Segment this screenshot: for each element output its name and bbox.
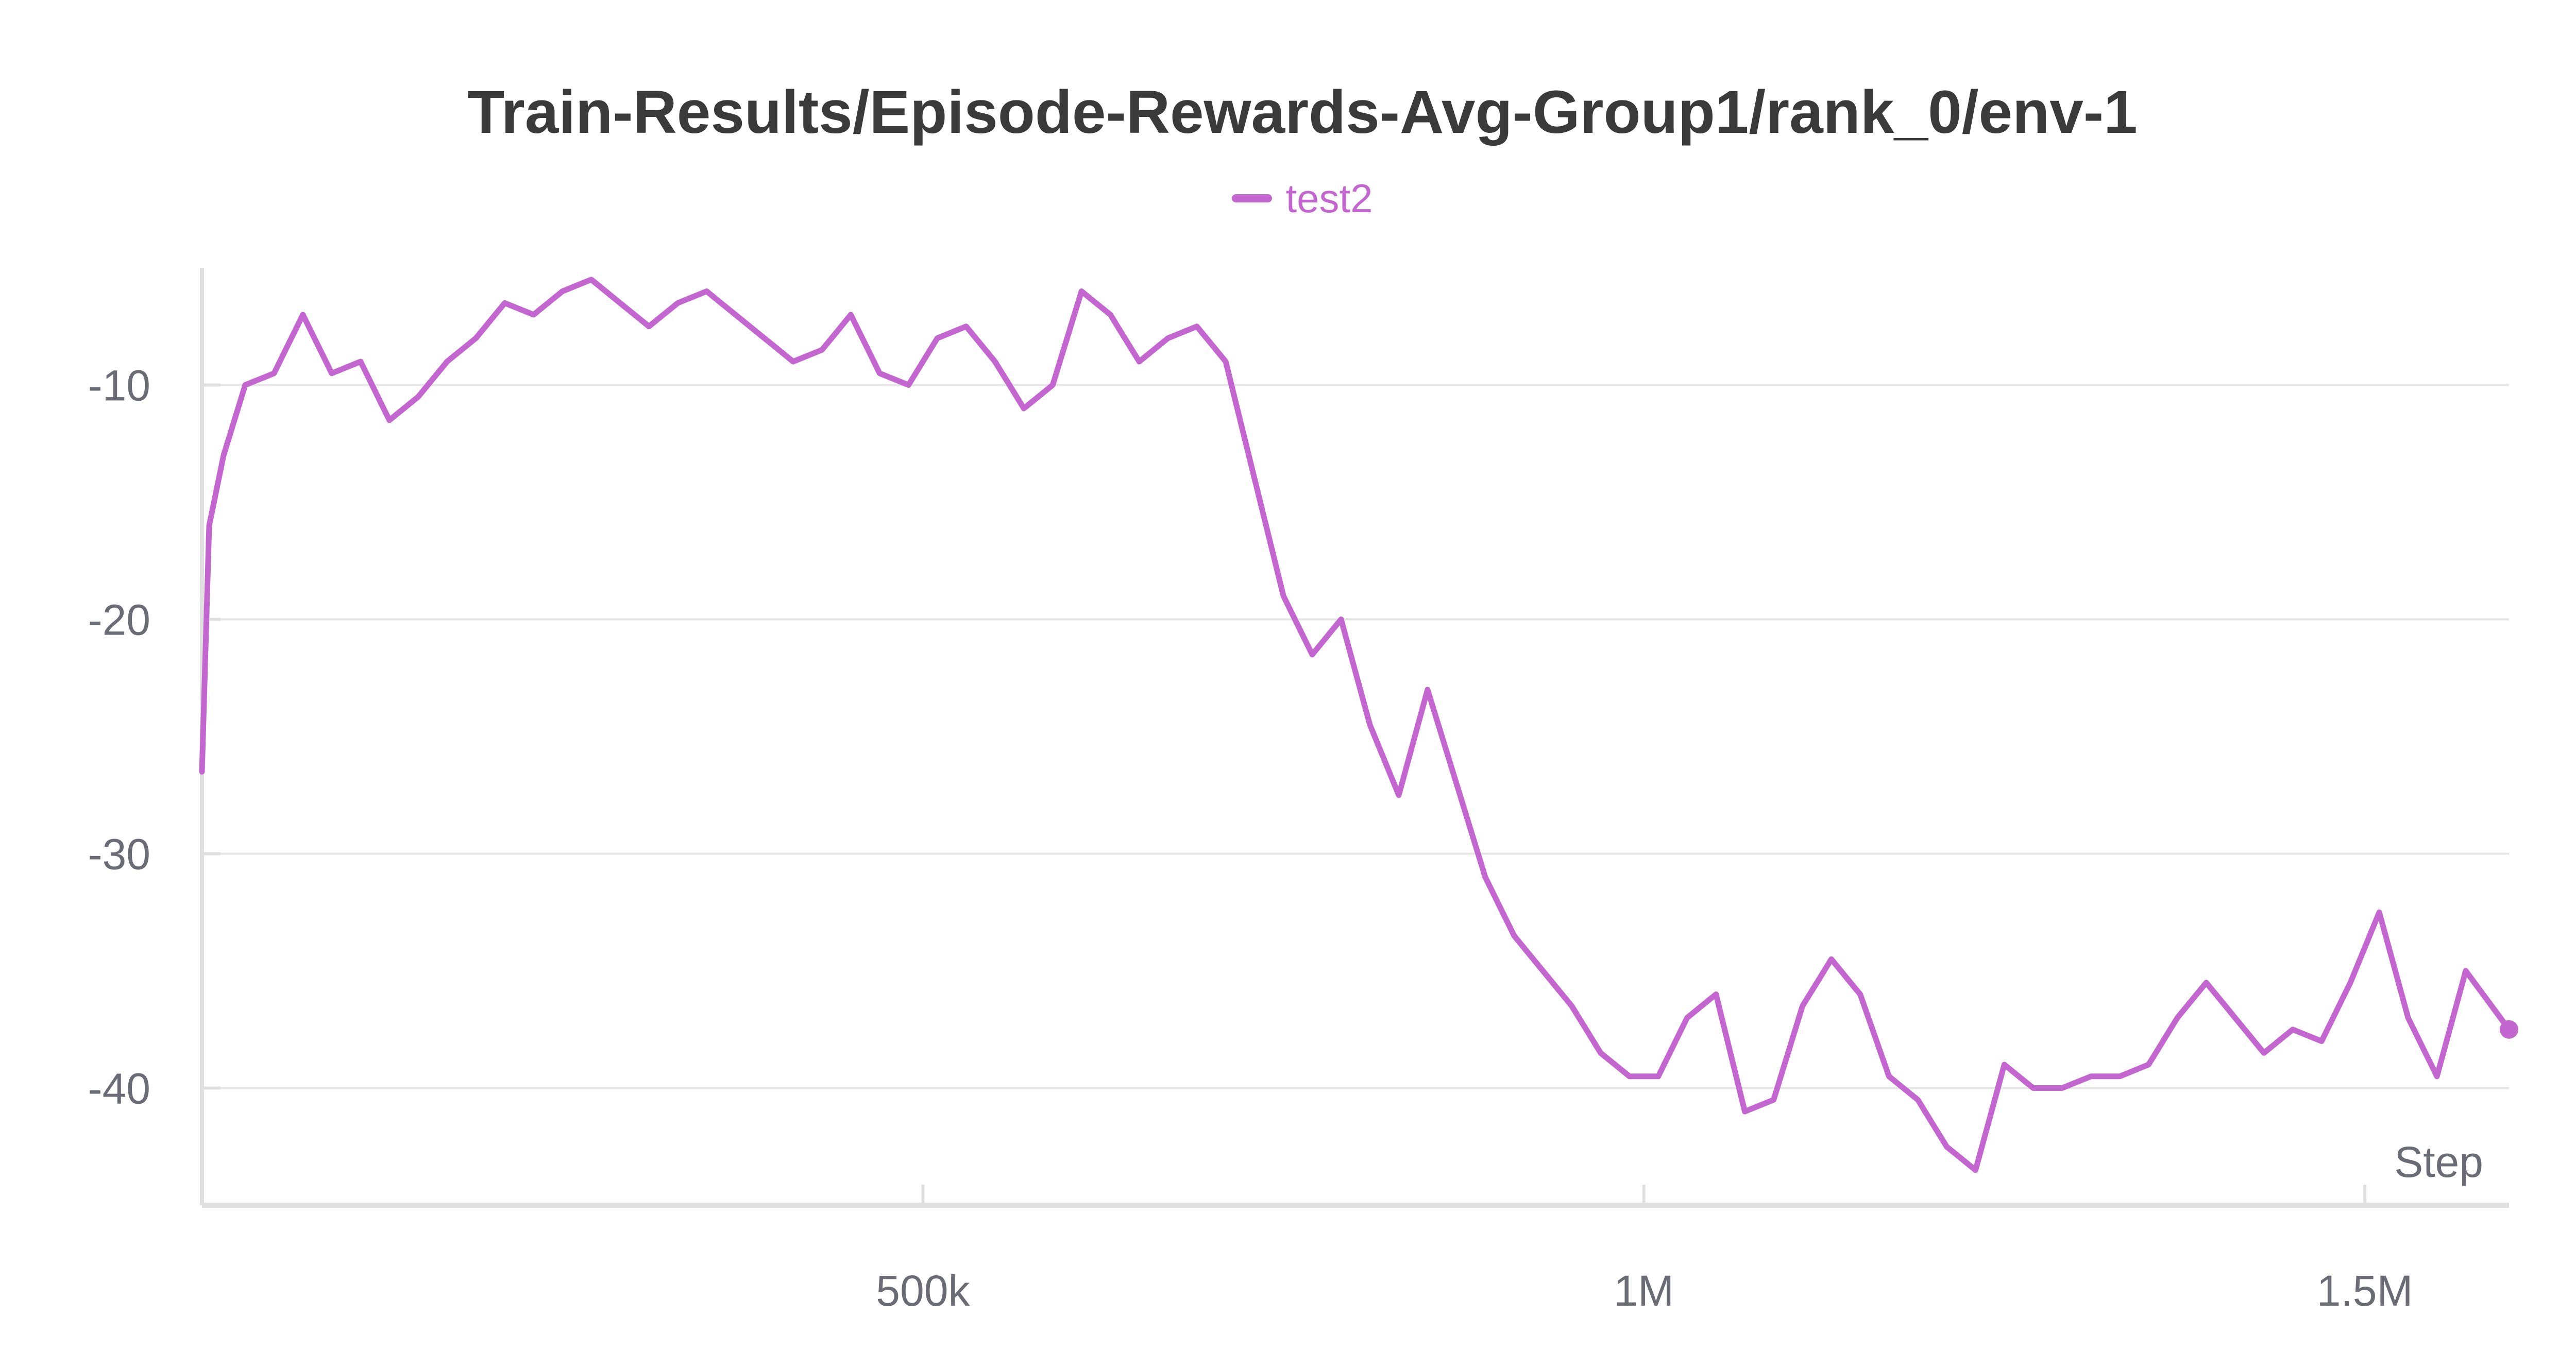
x-tick-label: 1M	[1614, 1267, 1674, 1315]
grid-lines	[202, 384, 2509, 1089]
y-tick-label: -40	[88, 1065, 150, 1113]
legend-label-test2: test2	[1285, 176, 1373, 221]
x-tick-label: 500k	[876, 1267, 970, 1315]
legend-swatch-test2	[1232, 194, 1273, 203]
series-layer	[199, 277, 2518, 1173]
x-tick-label: 1.5M	[2317, 1267, 2413, 1315]
tick-labels: -10 -20 -30 -40 500k 1M 1.5M Step	[88, 362, 2483, 1315]
series-line-test2	[199, 277, 2512, 1173]
x-axis-label: Step	[2394, 1138, 2483, 1186]
axes	[200, 268, 2509, 1208]
series-end-marker	[2500, 1020, 2518, 1039]
y-tick-label: -30	[88, 830, 150, 879]
y-tick-label: -20	[88, 596, 150, 644]
y-tick-label: -10	[88, 362, 150, 410]
chart-legend: test2	[0, 175, 2576, 222]
chart-title: Train-Results/Episode-Rewards-Avg-Group1…	[467, 78, 2138, 146]
